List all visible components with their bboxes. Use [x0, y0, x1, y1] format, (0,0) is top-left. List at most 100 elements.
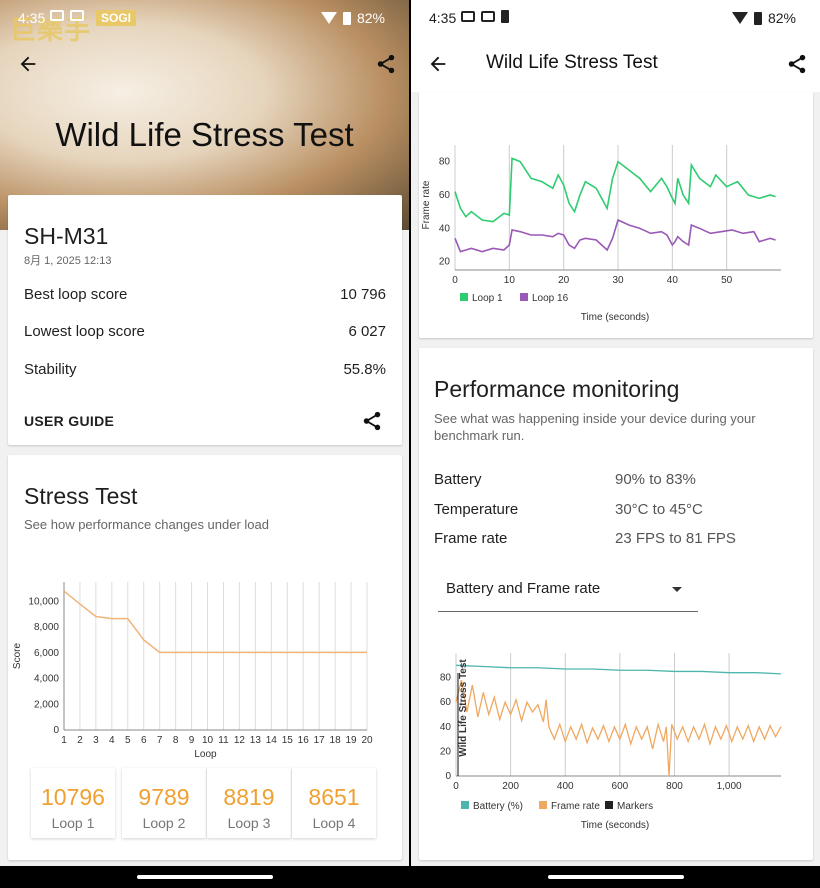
loop-score: 10796	[41, 784, 105, 810]
battery-row: Battery 90% to 83%	[434, 471, 797, 488]
x-tick-label: 0	[453, 781, 459, 792]
share-icon[interactable]	[372, 50, 400, 78]
notification-icons	[50, 10, 84, 21]
stress-subtitle: See how performance changes under load	[24, 517, 269, 532]
hero-title: Wild Life Stress Test	[55, 116, 354, 153]
right-pane: 4:35 82% Wild Life Stress Test 0 10 20 30 40…	[411, 0, 820, 866]
left-pane: 巨樂手 SOGI Wild Life Stress Test 4:35 82% …	[0, 0, 409, 866]
series-line	[455, 679, 782, 777]
x-tick-label: 16	[298, 735, 310, 746]
x-tick-label: 4	[109, 735, 115, 746]
loop-score: 9789	[138, 784, 190, 810]
legend-label: Markers	[617, 801, 653, 812]
wifi-icon	[731, 12, 748, 24]
marker-label: Wild Life Stress Test	[458, 659, 469, 757]
dropdown-value: Battery and Frame rate	[446, 580, 601, 597]
system-icons: 82%	[320, 10, 385, 26]
x-tick-label: 20	[558, 275, 570, 286]
temperature-value: 30°C to 45°C	[615, 501, 703, 518]
loop-card: 8651 Loop 4	[292, 768, 376, 838]
performance-card: Performance monitoring See what was happ…	[419, 348, 813, 860]
y-tick-label: 80	[440, 673, 452, 684]
home-handle[interactable]	[548, 875, 684, 879]
x-tick-label: 200	[502, 781, 519, 792]
x-tick-label: 1,000	[717, 781, 742, 792]
y-tick-label: 10,000	[28, 596, 59, 607]
x-tick-label: 400	[557, 781, 574, 792]
back-arrow-icon[interactable]	[424, 50, 452, 78]
frame-rate-card	[419, 92, 813, 338]
chart-select-dropdown[interactable]: Battery and Frame rate	[438, 574, 698, 612]
x-tick-label: 11	[218, 735, 229, 746]
user-guide-link[interactable]: USER GUIDE	[24, 413, 115, 429]
x-tick-label: 1	[61, 735, 67, 746]
loop-label: Loop 1	[51, 815, 95, 831]
x-axis-title: Loop	[194, 749, 217, 760]
watermark-tag: SOGI	[96, 10, 137, 26]
legend-label: Loop 1	[472, 293, 503, 304]
home-handle[interactable]	[137, 875, 273, 879]
x-tick-label: 2	[77, 735, 83, 746]
battery-level: 82%	[767, 10, 796, 26]
series-line	[454, 157, 776, 223]
legend-swatch	[539, 801, 547, 809]
y-tick-label: 60	[439, 190, 451, 201]
perf-title: Performance monitoring	[434, 376, 680, 402]
loop-card: 10796 Loop 1	[31, 768, 115, 838]
wifi-icon	[320, 12, 337, 24]
youtube-icon	[461, 11, 475, 22]
x-tick-label: 9	[189, 735, 195, 746]
battery-icon	[342, 11, 351, 25]
battery-icon	[753, 11, 762, 25]
y-axis-title: Score	[12, 643, 23, 670]
status-time: 4:35	[18, 10, 46, 26]
x-tick-label: 30	[612, 275, 624, 286]
stress-title: Stress Test	[24, 483, 138, 509]
x-axis-title: Time (seconds)	[581, 820, 650, 831]
perf-subtitle: See what was happening inside your devic…	[434, 411, 756, 443]
battery-label: Battery	[434, 471, 482, 488]
stability-label: Stability	[24, 361, 77, 378]
y-tick-label: 4,000	[34, 674, 59, 685]
y-tick-label: 40	[439, 223, 451, 234]
app-bar-title: Wild Life Stress Test	[486, 52, 658, 73]
score-series-line	[63, 590, 367, 654]
x-tick-label: 40	[667, 275, 679, 286]
x-tick-label: 3	[93, 735, 99, 746]
y-tick-label: 80	[439, 157, 451, 168]
legend-label: Loop 16	[532, 293, 569, 304]
system-icons: 82%	[731, 10, 796, 26]
x-tick-label: 18	[330, 735, 342, 746]
x-tick-label: 0	[452, 275, 458, 286]
legend-swatch	[460, 293, 468, 301]
back-arrow-icon[interactable]	[14, 50, 42, 78]
lowest-loop-value: 6 027	[348, 323, 386, 340]
series-line	[454, 218, 776, 253]
legend-swatch	[520, 293, 528, 301]
x-tick-label: 20	[361, 735, 373, 746]
x-tick-label: 7	[157, 735, 163, 746]
lowest-loop-label: Lowest loop score	[24, 323, 145, 340]
frame-rate-row: Frame rate 23 FPS to 81 FPS	[434, 530, 797, 547]
battery-value: 90% to 83%	[615, 471, 696, 488]
temperature-row: Temperature 30°C to 45°C	[434, 501, 797, 518]
score-chart: 1 2 3 4 5 6 7 8 9 10 11 12 13 14 15 16 17 18 19 2002,0004,0…	[12, 582, 373, 760]
x-tick-label: 14	[266, 735, 278, 746]
device-name: SH-M31	[24, 223, 109, 249]
legend-swatch	[461, 801, 469, 809]
stability-value: 55.8%	[343, 361, 386, 378]
x-tick-label: 6	[141, 735, 147, 746]
x-axis-title: Time (seconds)	[581, 312, 650, 323]
phone-icon	[501, 10, 509, 23]
status-bar: 4:35 82%	[0, 0, 409, 36]
y-tick-label: 6,000	[34, 648, 59, 659]
x-tick-label: 17	[314, 735, 326, 746]
share-icon[interactable]	[358, 407, 386, 435]
x-tick-label: 10	[202, 735, 214, 746]
lowest-loop-row: Lowest loop score 6 027	[24, 323, 386, 340]
series-line	[455, 664, 782, 675]
share-icon[interactable]	[783, 50, 811, 78]
loop-label: Loop 3	[227, 815, 271, 831]
status-time: 4:35	[429, 10, 457, 26]
x-tick-label: 5	[125, 735, 131, 746]
